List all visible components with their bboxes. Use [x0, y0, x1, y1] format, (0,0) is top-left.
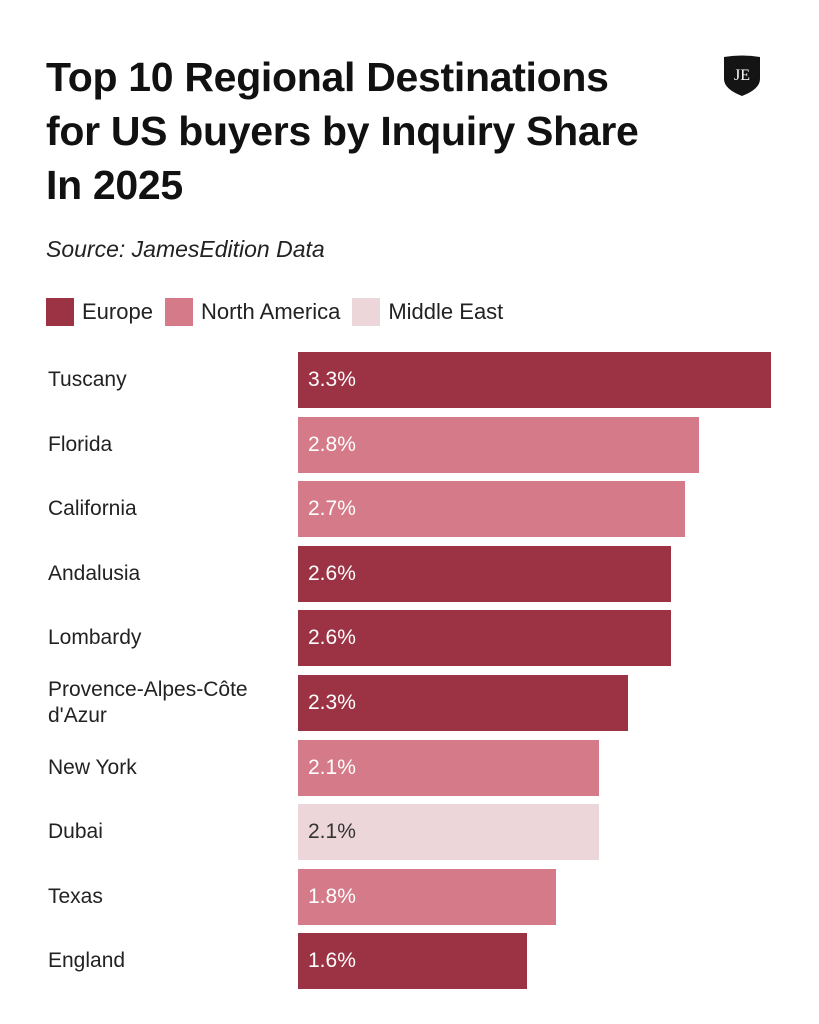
legend-item-europe: Europe — [46, 298, 153, 326]
svg-text:JE: JE — [734, 67, 750, 84]
bar-provence-alpes-c-te-d-azur: 2.3% — [298, 675, 628, 731]
legend-label-north-america: North America — [200, 299, 341, 324]
value-label-new-york: 2.1% — [308, 755, 356, 779]
category-label-andalusia: Andalusia — [48, 561, 141, 585]
title-line-3: In 2025 — [46, 162, 183, 208]
legend: Europe North America Middle East — [46, 298, 515, 326]
category-label-texas: Texas — [48, 884, 103, 908]
category-label-tuscany: Tuscany — [48, 368, 127, 391]
legend-label-europe: Europe — [82, 299, 153, 324]
category-label-provence-alpes-c-te-d-azur: Provence-Alpes-Côte d'Azur — [48, 678, 248, 727]
bar-new-york: 2.1% — [298, 739, 599, 796]
category-label-new-york: New York — [48, 755, 137, 779]
category-label-california: California — [48, 497, 137, 521]
value-label-dubai: 2.1% — [308, 820, 356, 844]
value-label-florida: 2.8% — [308, 432, 356, 456]
bar-tuscany: 3.3% — [298, 352, 771, 408]
value-label-england: 1.6% — [308, 949, 356, 973]
title-line-2: for US buyers by Inquiry Share — [46, 108, 639, 154]
legend-item-north-america: North America — [164, 298, 341, 326]
bar-england: 1.6% — [298, 933, 528, 990]
title-line-1: Top 10 Regional Destinations — [46, 54, 609, 100]
value-label-provence-alpes-c-te-d-azur: 2.3% — [308, 691, 356, 714]
bar-dubai: 2.1% — [298, 804, 599, 861]
category-label-dubai: Dubai — [48, 820, 103, 844]
value-label-california: 2.7% — [308, 497, 356, 521]
category-label-florida: Florida — [48, 432, 113, 456]
value-label-andalusia: 2.6% — [308, 561, 356, 585]
chart-title: Top 10 Regional Destinations for US buye… — [46, 50, 686, 212]
bar-lombardy: 2.6% — [298, 610, 671, 667]
category-label-lombardy: Lombardy — [48, 626, 142, 650]
legend-swatch-europe — [46, 298, 74, 326]
value-label-texas: 1.8% — [308, 884, 356, 908]
value-label-lombardy: 2.6% — [308, 626, 356, 650]
bar-florida: 2.8% — [298, 416, 700, 473]
value-label-tuscany: 3.3% — [308, 368, 356, 391]
legend-label-middle-east: Middle East — [388, 299, 504, 324]
category-label-england: England — [48, 949, 126, 973]
legend-swatch-middle-east — [352, 298, 381, 326]
legend-item-middle-east: Middle East — [352, 298, 503, 326]
bar-andalusia: 2.6% — [298, 545, 671, 602]
je-shield-logo-icon: JE — [723, 55, 761, 97]
legend-swatch-north-america — [164, 298, 193, 326]
bar-texas: 1.8% — [298, 868, 556, 925]
chart-source: Source: JamesEdition Data — [46, 236, 325, 262]
bar-california: 2.7% — [298, 481, 685, 538]
